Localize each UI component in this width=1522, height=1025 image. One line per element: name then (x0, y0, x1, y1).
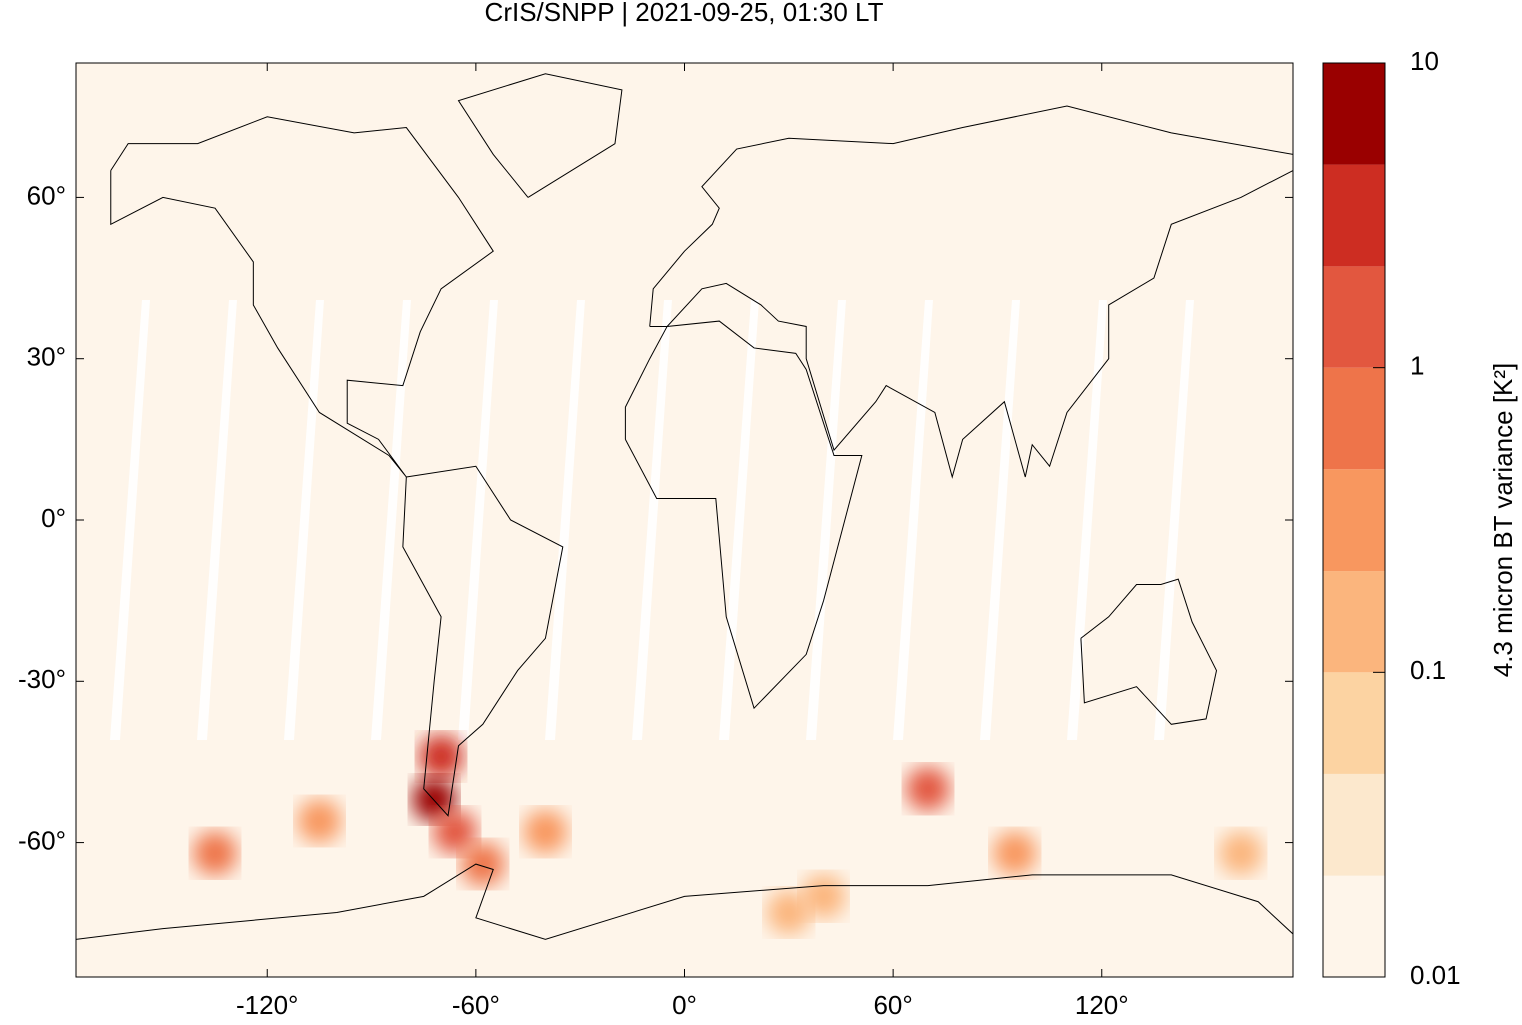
coastline (624, 320, 863, 710)
colorbar-band (1323, 469, 1385, 572)
hotspot (297, 799, 342, 844)
x-tick-label: -60° (452, 990, 500, 1020)
x-tick-label: 60° (873, 990, 912, 1020)
chart-title: CrIS/SNPP | 2021-09-25, 01:30 LT (485, 0, 884, 27)
y-tick-label: 30° (27, 342, 66, 372)
orbit-gap (719, 300, 759, 740)
orbit-gap (1067, 300, 1107, 740)
coastline (649, 105, 1293, 479)
x-tick-label: 120° (1075, 990, 1129, 1020)
hotspot (992, 831, 1037, 876)
colorbar-tick-label: 1 (1410, 351, 1424, 381)
colorbar-band (1323, 773, 1385, 876)
x-tick-label: 0° (672, 990, 697, 1020)
colorbar-band (1323, 571, 1385, 673)
colorbar-band (1323, 266, 1385, 368)
orbit-gap (806, 300, 846, 740)
coastline (1080, 578, 1218, 725)
hotspot (1218, 831, 1263, 876)
orbit-gap (458, 300, 498, 740)
hotspot (412, 777, 457, 822)
colorbar-tick-label: 0.01 (1410, 960, 1461, 990)
y-tick-label: 0° (41, 503, 66, 533)
coastline (402, 465, 564, 817)
hotspot (905, 766, 950, 811)
colorbar-band (1323, 672, 1385, 774)
orbit-gap (1154, 300, 1194, 740)
colorbar-band (1323, 63, 1385, 165)
colorbar-label: 4.3 micron BT variance [K²] (1488, 363, 1518, 678)
orbit-gap (110, 300, 150, 740)
y-tick-label: -60° (18, 825, 66, 855)
colorbar-tick-label: 0.1 (1410, 655, 1446, 685)
hotspot (433, 809, 478, 854)
orbit-gap (284, 300, 324, 740)
coastline (110, 116, 494, 478)
y-tick-label: -30° (18, 664, 66, 694)
colorbar-band (1323, 875, 1385, 977)
orbit-gap (371, 300, 411, 740)
coastline (76, 863, 1293, 940)
orbit-gap (980, 300, 1020, 740)
colorbar-tick-label: 10 (1410, 46, 1439, 76)
coastline (457, 73, 623, 198)
hotspot (523, 809, 568, 854)
colorbar-frame (1322, 62, 1386, 978)
hotspot (766, 890, 811, 935)
colorbar-band (1323, 164, 1385, 267)
map-background (76, 63, 1293, 977)
orbit-gap (632, 300, 672, 740)
orbit-gap (197, 300, 237, 740)
orbit-gap (893, 300, 933, 740)
hotspot (193, 831, 238, 876)
orbit-gap (545, 300, 585, 740)
hotspot (460, 842, 505, 887)
map-layer (76, 73, 1293, 940)
x-tick-label: -120° (236, 990, 298, 1020)
colorbar-band (1323, 367, 1385, 470)
y-tick-label: 60° (27, 180, 66, 210)
hotspot (419, 734, 464, 779)
